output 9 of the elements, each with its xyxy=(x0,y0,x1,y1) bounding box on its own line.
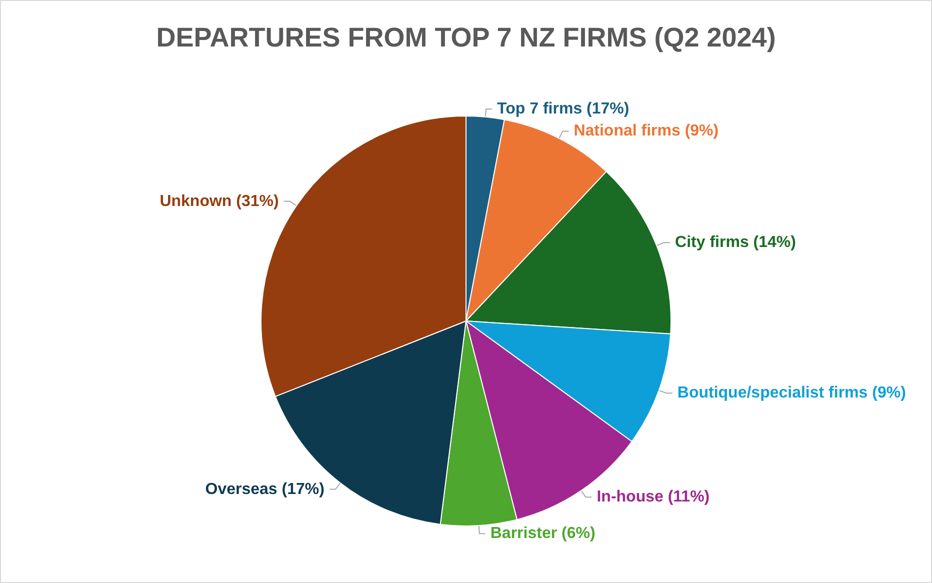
slice-label: National firms (9%) xyxy=(574,122,719,140)
slice-label: In-house (11%) xyxy=(596,488,710,506)
slice-label: City firms (14%) xyxy=(675,234,796,252)
slice-label: Overseas (17%) xyxy=(205,480,324,498)
slice-label: Boutique/specialist firms (9%) xyxy=(677,384,906,402)
chart-title: DEPARTURES FROM TOP 7 NZ FIRMS (Q2 2024) xyxy=(156,22,776,52)
slice-label: Unknown (31%) xyxy=(160,192,279,210)
slice-label: Top 7 firms (17%) xyxy=(497,100,630,118)
slice-label: Barrister (6%) xyxy=(490,525,596,542)
